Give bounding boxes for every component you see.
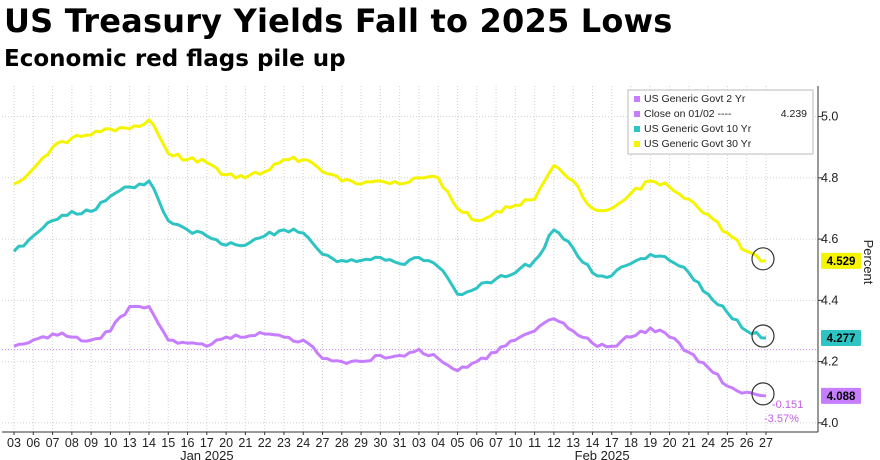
legend-label: US Generic Govt 2 Yr (644, 93, 746, 105)
x-tick-label: 24 (701, 436, 715, 450)
x-tick-label: 14 (142, 436, 156, 450)
change-percent: -3.57% (764, 413, 799, 425)
x-tick-label: 03 (412, 436, 426, 450)
y-axis-label: Percent (861, 240, 876, 285)
x-tick-label: 20 (219, 436, 233, 450)
x-tick-label: 24 (296, 436, 310, 450)
x-month-label: Jan 2025 (180, 448, 234, 460)
x-tick-label: 19 (643, 436, 657, 450)
last-value-label: 4.088 (827, 391, 856, 403)
x-tick-label: 07 (46, 436, 60, 450)
x-tick-label: 06 (26, 436, 40, 450)
x-tick-label: 10 (508, 436, 522, 450)
legend-swatch (634, 126, 640, 132)
x-tick-label: 11 (528, 436, 541, 450)
x-tick-label: 03 (7, 436, 21, 450)
x-tick-label: 15 (161, 436, 175, 450)
x-tick-label: 09 (84, 436, 98, 450)
x-tick-label: 23 (277, 436, 291, 450)
series-end-marker (751, 382, 775, 406)
legend-label: US Generic Govt 30 Yr (644, 138, 752, 150)
chart-subtitle: Economic red flags pile up (4, 46, 346, 72)
x-tick-label: 25 (720, 436, 734, 450)
last-value-badge (821, 252, 861, 269)
y-tick-label: 4.8 (821, 171, 838, 185)
y-tick-label: 4.4 (821, 293, 838, 307)
x-tick-label: 17 (200, 436, 214, 450)
x-tick-label: 06 (470, 436, 484, 450)
x-tick-label: 30 (373, 436, 387, 450)
series-end-marker (751, 324, 775, 348)
x-tick-label: 27 (759, 436, 773, 450)
x-tick-label: 26 (740, 436, 754, 450)
x-tick-label: 13 (123, 436, 137, 450)
legend-swatch (634, 141, 640, 147)
legend-label: US Generic Govt 10 Yr (644, 123, 752, 135)
x-tick-label: 21 (682, 436, 696, 450)
y-tick-label: 4.2 (821, 355, 838, 369)
y-tick-label: 4.6 (821, 232, 838, 246)
x-tick-label: 31 (393, 436, 407, 450)
x-month-label: Feb 2025 (575, 448, 630, 460)
x-tick-label: 12 (547, 436, 561, 450)
y-tick-label: 4.0 (821, 416, 838, 430)
x-tick-label: 27 (316, 436, 330, 450)
legend-label: Close on 01/02 ---- (644, 108, 732, 120)
x-tick-label: 04 (431, 436, 445, 450)
x-tick-label: 29 (354, 436, 368, 450)
x-tick-label: 16 (181, 436, 195, 450)
last-value-label: 4.529 (827, 256, 856, 268)
last-value-label: 4.277 (827, 333, 856, 345)
x-tick-label: 13 (566, 436, 580, 450)
legend-value: 4.239 (781, 108, 807, 120)
x-tick-label: 28 (335, 436, 349, 450)
x-tick-label: 05 (451, 436, 465, 450)
last-value-badge (821, 387, 861, 404)
x-tick-label: 07 (489, 436, 503, 450)
legend-box (627, 89, 814, 155)
x-tick-label: 20 (663, 436, 677, 450)
legend-swatch (634, 96, 640, 102)
x-tick-label: 14 (586, 436, 600, 450)
x-tick-label: 17 (605, 436, 619, 450)
legend-swatch (634, 111, 640, 117)
x-tick-label: 10 (103, 436, 117, 450)
series-end-marker (751, 247, 775, 271)
y-tick-label: 5.0 (821, 110, 838, 124)
change-absolute: -0.151 (772, 399, 803, 411)
chart-title: US Treasury Yields Fall to 2025 Lows (4, 2, 673, 40)
last-value-badge (821, 329, 861, 346)
x-tick-label: 08 (65, 436, 79, 450)
series-line (13, 305, 767, 398)
x-tick-label: 18 (624, 436, 638, 450)
series-line (12, 179, 767, 340)
x-tick-label: 22 (258, 436, 272, 450)
x-tick-label: 21 (238, 436, 252, 450)
series-line (13, 118, 767, 263)
